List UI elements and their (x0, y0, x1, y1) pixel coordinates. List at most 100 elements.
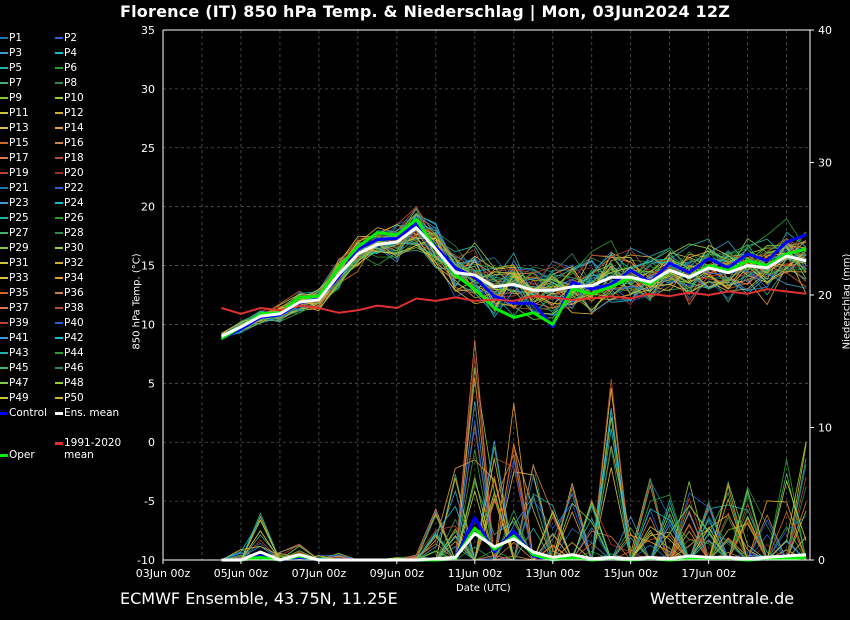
y-tick-label: -10 (137, 554, 155, 567)
legend-label: P32 (64, 257, 84, 269)
legend-label: P17 (9, 152, 29, 164)
x-tick-label: 05Jun 00z (214, 567, 269, 580)
legend-item-p42: P42 (55, 332, 84, 344)
legend-item-p16: P16 (55, 137, 84, 149)
legend-label: P23 (9, 197, 29, 209)
legend-label: P25 (9, 212, 29, 224)
legend-swatch (0, 397, 8, 399)
legend-swatch (55, 217, 63, 219)
legend-label: P4 (64, 47, 78, 59)
legend-label: P6 (64, 62, 78, 74)
legend-label: P9 (9, 92, 23, 104)
legend-item-climate: 1991-2020 mean (55, 437, 134, 461)
legend-item-p25: P25 (0, 212, 29, 224)
legend-swatch (0, 82, 8, 84)
legend-label: P42 (64, 332, 84, 344)
legend-item-p20: P20 (55, 167, 84, 179)
legend-item-p29: P29 (0, 242, 29, 254)
legend-swatch (0, 232, 8, 234)
y-tick-label: 20 (141, 201, 155, 214)
legend-label: P49 (9, 392, 29, 404)
legend-swatch (0, 247, 8, 249)
legend-swatch (0, 187, 8, 189)
legend-label: P1 (9, 32, 23, 44)
legend-swatch (0, 97, 8, 99)
y2-tick-label: 20 (818, 289, 832, 302)
legend-item-p47: P47 (0, 377, 29, 389)
legend-label: P13 (9, 122, 29, 134)
member-temp-line (221, 240, 807, 338)
legend-item-p22: P22 (55, 182, 84, 194)
member-temp-line (221, 237, 807, 334)
legend-item-p1: P1 (0, 32, 22, 44)
legend-item-p10: P10 (55, 92, 84, 104)
legend-item-p33: P33 (0, 272, 29, 284)
x-tick-label: 07Jun 00z (292, 567, 347, 580)
legend-label: P5 (9, 62, 23, 74)
legend-swatch (0, 307, 8, 309)
legend-label: P35 (9, 287, 29, 299)
legend-item-p36: P36 (55, 287, 84, 299)
legend-item-p19: P19 (0, 167, 29, 179)
axes: 35 30 25 20 15 10 5 0 -5 -10 40 30 20 10 0 03Jun 00z 05J… (136, 24, 832, 580)
legend-swatch (55, 441, 63, 445)
legend-swatch (55, 232, 63, 234)
y-tick-label: 25 (141, 142, 155, 155)
legend-label: P26 (64, 212, 84, 224)
legend-item-p39: P39 (0, 317, 29, 329)
legend-item-p8: P8 (55, 77, 77, 89)
legend-label: P27 (9, 227, 29, 239)
y-tick-label: 30 (141, 83, 155, 96)
legend-swatch (0, 142, 8, 144)
legend-swatch (55, 52, 63, 54)
series-ens-mean (220, 226, 807, 338)
legend-item-p11: P11 (0, 107, 29, 119)
legend-swatch (55, 37, 63, 39)
legend-item-p30: P30 (55, 242, 84, 254)
legend-swatch (55, 67, 63, 69)
legend-item-p44: P44 (55, 347, 84, 359)
legend-item-p13: P13 (0, 122, 29, 134)
legend-label: Ens. mean (64, 407, 120, 419)
legend-item-p4: P4 (55, 47, 77, 59)
y2-tick-label: 0 (818, 554, 825, 567)
legend-label: P24 (64, 197, 84, 209)
legend-label: P3 (9, 47, 23, 59)
legend-item-p12: P12 (55, 107, 84, 119)
source-label: ECMWF Ensemble, 43.75N, 11.25E (120, 589, 398, 608)
legend-swatch (55, 411, 63, 415)
legend-item-p38: P38 (55, 302, 84, 314)
legend-label: P11 (9, 107, 29, 119)
legend-item-control: Control (0, 407, 47, 419)
legend-swatch (55, 307, 63, 309)
legend-label: P22 (64, 182, 84, 194)
y2-tick-label: 30 (818, 157, 832, 170)
legend-swatch (0, 382, 8, 384)
legend-item-p32: P32 (55, 257, 84, 269)
x-tick-label: 17Jun 00z (681, 567, 736, 580)
y-tick-label: 35 (141, 24, 155, 37)
x-tick-label: 13Jun 00z (526, 567, 581, 580)
legend-item-p26: P26 (55, 212, 84, 224)
legend-item-p9: P9 (0, 92, 22, 104)
y-tick-label: 10 (141, 318, 155, 331)
legend-label: P10 (64, 92, 84, 104)
legend-label: P29 (9, 242, 29, 254)
legend-item-p43: P43 (0, 347, 29, 359)
legend-item-p2: P2 (55, 32, 77, 44)
legend-label: P47 (9, 377, 29, 389)
legend-swatch (55, 202, 63, 204)
legend-item-p21: P21 (0, 182, 29, 194)
legend-item-oper: Oper (0, 449, 35, 461)
legend-item-p24: P24 (55, 197, 84, 209)
legend-label: P36 (64, 287, 84, 299)
legend-item-p31: P31 (0, 257, 29, 269)
legend-label: P20 (64, 167, 84, 179)
legend-item-p46: P46 (55, 362, 84, 374)
legend-item-p45: P45 (0, 362, 29, 374)
legend-label: P14 (64, 122, 84, 134)
legend-swatch (0, 337, 8, 339)
legend-swatch (0, 277, 8, 279)
legend-item-p6: P6 (55, 62, 77, 74)
legend-label: P15 (9, 137, 29, 149)
